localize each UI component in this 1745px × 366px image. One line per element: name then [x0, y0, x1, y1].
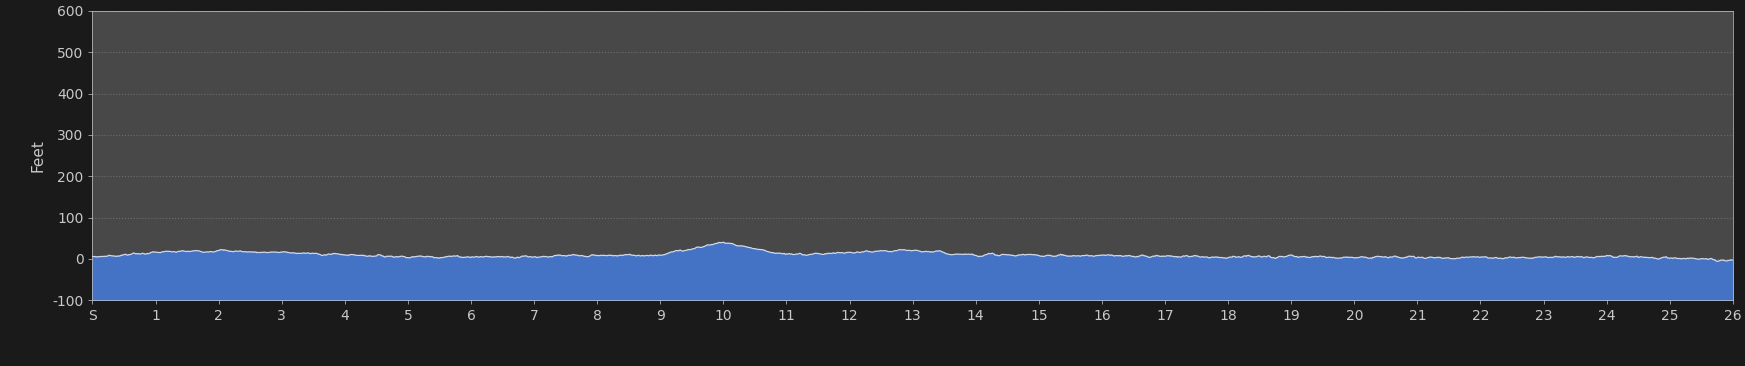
Y-axis label: Feet: Feet: [30, 139, 45, 172]
